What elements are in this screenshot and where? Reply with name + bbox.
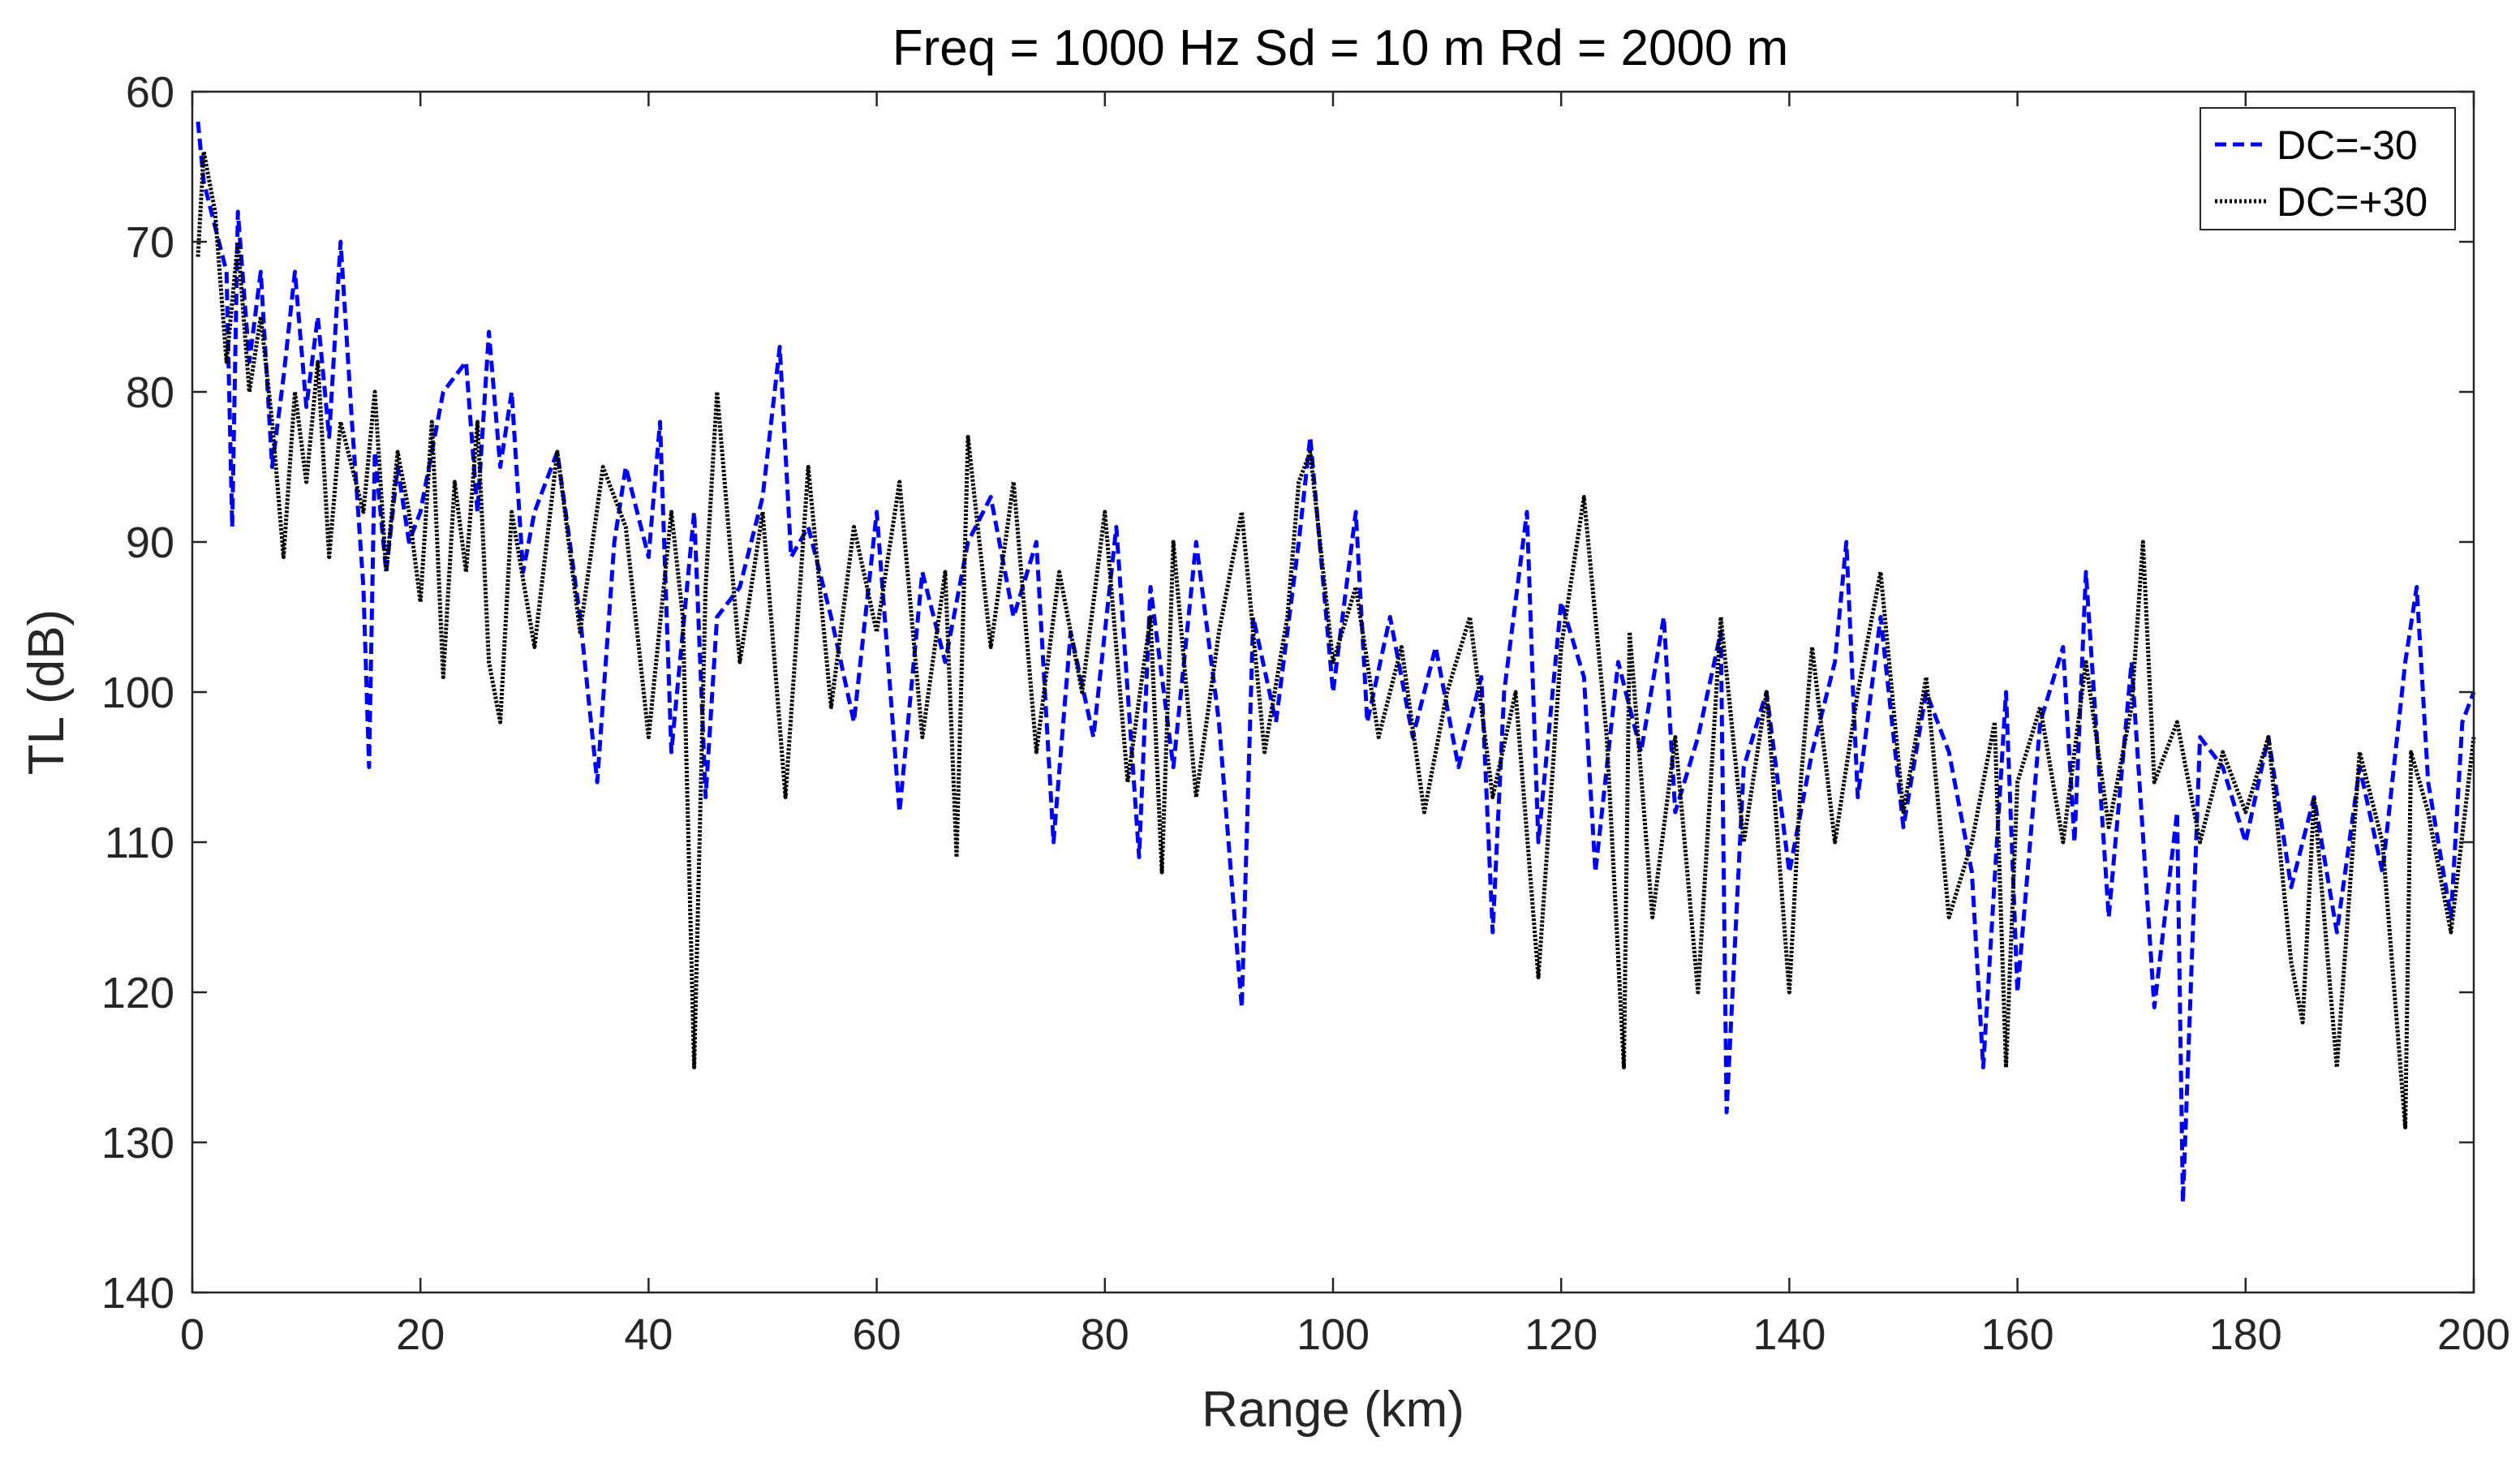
y-axis-label: TL (dB) (19, 609, 75, 775)
plot-area (192, 92, 2474, 1292)
y-tick-label: 130 (101, 1119, 174, 1168)
x-tick-label: 80 (1081, 1310, 1129, 1359)
y-tick-label: 100 (101, 669, 174, 717)
legend-label-dc-minus-30: DC=-30 (2277, 123, 2418, 168)
y-tick-label: 80 (126, 368, 174, 417)
x-tick-label: 120 (1524, 1310, 1598, 1359)
x-axis-label: Range (km) (1202, 1382, 1464, 1438)
y-tick-label: 60 (126, 68, 174, 117)
y-tick-label: 120 (101, 969, 174, 1017)
legend-box (2200, 107, 2456, 230)
x-tick-label: 200 (2437, 1310, 2510, 1359)
series-line-dc-minus-30 (196, 121, 2476, 1205)
x-tick-label: 20 (396, 1310, 445, 1359)
x-tick-label: 0 (180, 1310, 204, 1359)
legend-label-dc-plus-30: DC=+30 (2277, 179, 2428, 225)
y-tick-label: 70 (126, 218, 174, 267)
y-tick-label: 90 (126, 518, 174, 567)
legend: DC=-30 DC=+30 (2200, 107, 2456, 230)
y-tick-label: 110 (105, 819, 174, 867)
y-tick-label: 140 (101, 1269, 174, 1318)
tick-layer: 0 20 40 60 80 100 120 140 160 180 200 60 70 80 90 100 11… (101, 68, 2510, 1359)
x-tick-label: 40 (624, 1310, 673, 1359)
x-tick-label: 100 (1297, 1310, 1370, 1359)
series-line-dc-plus-30 (196, 149, 2476, 1129)
x-tick-label: 60 (853, 1310, 901, 1359)
x-tick-label: 160 (1981, 1310, 2054, 1359)
x-tick-label: 180 (2209, 1310, 2282, 1359)
x-tick-label: 140 (1752, 1310, 1825, 1359)
series-layer (196, 121, 2476, 1205)
chart-title: Freq = 1000 Hz Sd = 10 m Rd = 2000 m (892, 20, 1789, 76)
